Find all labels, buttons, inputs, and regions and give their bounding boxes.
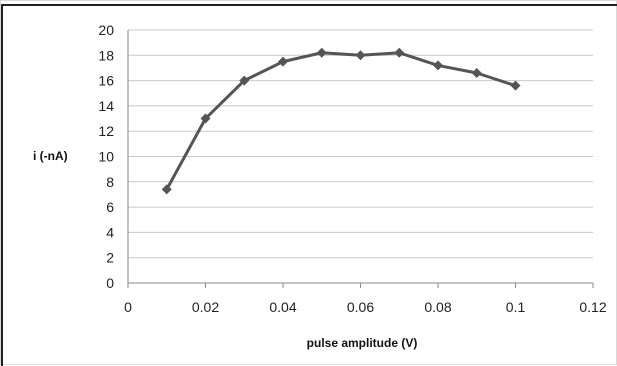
x-tick-labels: 0 0.02 0.04 0.06 0.08 0.1 0.12 xyxy=(124,299,607,315)
y-tick-label: 10 xyxy=(98,149,114,165)
x-axis-title: pulse amplitude (V) xyxy=(307,336,418,350)
y-tick-label: 2 xyxy=(106,250,114,266)
gridlines xyxy=(128,29,593,259)
data-point-marker xyxy=(278,56,288,67)
x-tick-label: 0.08 xyxy=(424,299,451,315)
x-tick-label: 0.02 xyxy=(192,299,219,315)
y-tick-label: 4 xyxy=(106,224,114,240)
x-tick-label: 0.06 xyxy=(347,299,374,315)
x-tick-label: 0.1 xyxy=(506,299,526,315)
data-point-marker xyxy=(355,50,366,61)
y-tick-label: 16 xyxy=(98,73,114,89)
y-tick-label: 8 xyxy=(106,174,114,190)
series-line xyxy=(165,51,516,191)
y-tick-label: 0 xyxy=(106,275,114,291)
y-tick-label: 6 xyxy=(106,199,114,215)
data-point-marker xyxy=(161,184,172,195)
y-tick-labels: 0 2 4 6 8 10 12 14 16 18 20 xyxy=(98,22,114,291)
data-point-marker xyxy=(471,68,482,79)
y-tick-label: 14 xyxy=(98,98,114,114)
data-point-marker xyxy=(239,75,250,86)
x-tick-label: 0.04 xyxy=(269,299,296,315)
data-point-marker xyxy=(200,113,211,124)
y-tick-label: 18 xyxy=(98,47,114,63)
data-point-marker xyxy=(510,80,521,91)
data-point-marker xyxy=(394,47,405,58)
data-point-marker xyxy=(433,60,443,71)
y-tick-label: 12 xyxy=(98,123,114,139)
y-axis-title: i (-nA) xyxy=(33,149,68,163)
y-tick-label: 20 xyxy=(98,22,114,38)
data-series xyxy=(161,47,521,195)
x-tick-label: 0.12 xyxy=(579,299,606,315)
x-tick-label: 0 xyxy=(124,299,132,315)
axes xyxy=(127,30,594,288)
data-point-marker xyxy=(316,47,327,58)
